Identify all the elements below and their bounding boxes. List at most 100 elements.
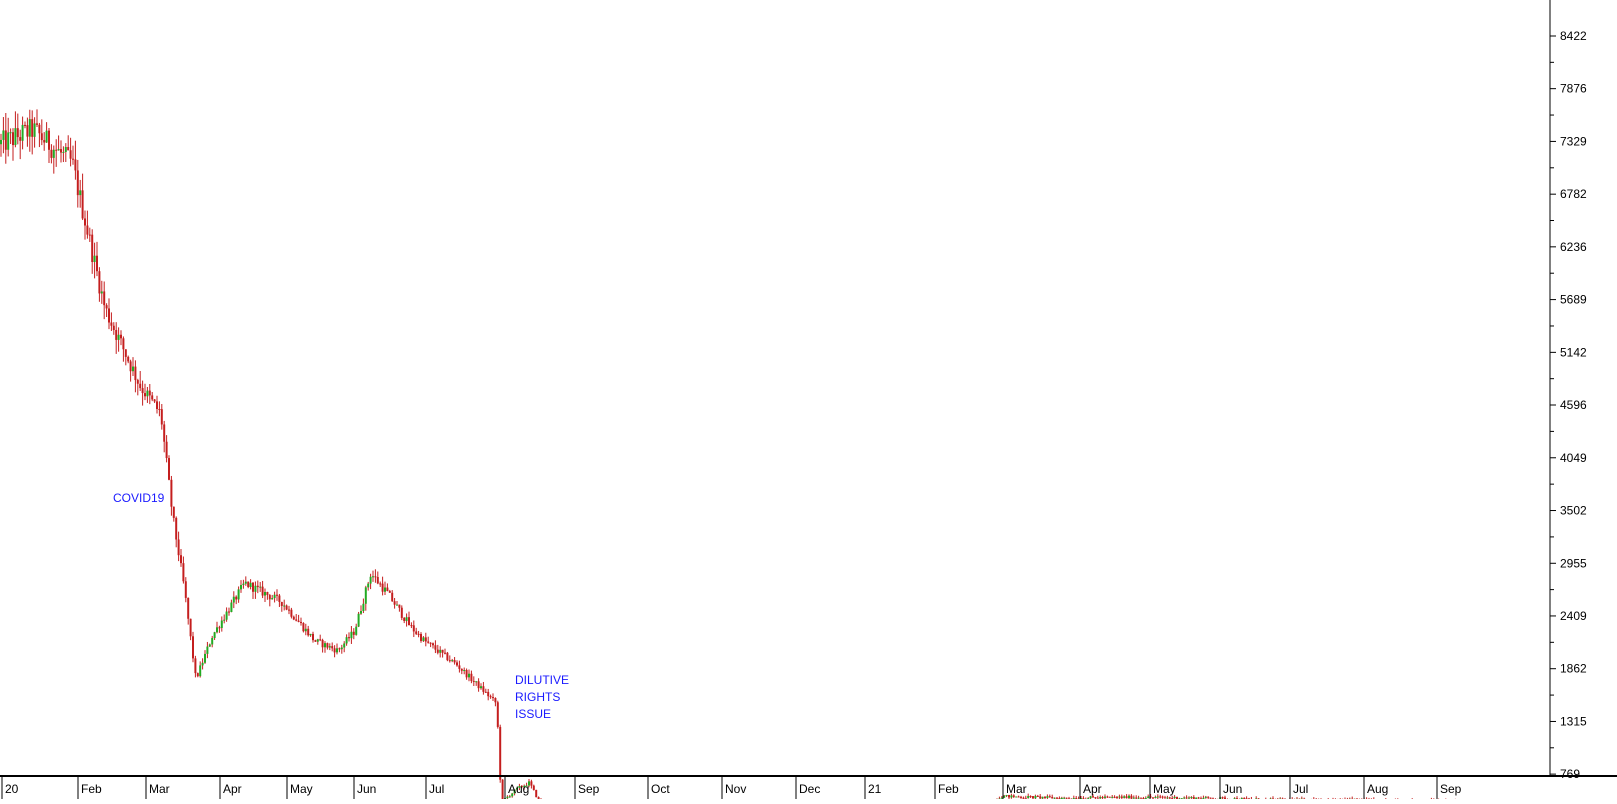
annotation-line: RIGHTS [515, 690, 560, 704]
candle-body [374, 576, 376, 577]
y-tick-label: 2409 [1560, 609, 1587, 623]
candle-body [314, 640, 316, 642]
candle-body [202, 663, 204, 666]
candle-body [262, 587, 264, 596]
candle-body [1102, 797, 1104, 798]
x-tick-label: Sep [1440, 782, 1462, 796]
candle-body [437, 650, 439, 653]
candle-body [360, 611, 362, 614]
candle-body [310, 634, 312, 635]
candle-body [115, 330, 117, 340]
candle-body [1130, 796, 1132, 799]
candle-body [38, 125, 40, 133]
candle-body [271, 598, 273, 599]
candle-body [142, 388, 144, 393]
candle-body [1190, 797, 1192, 798]
candle-body [370, 577, 372, 584]
x-tick-label: Oct [651, 782, 670, 796]
candle-body [48, 131, 50, 150]
y-axis: 7691315186224092955350240494596514256896… [1550, 29, 1587, 781]
candle-body [96, 256, 98, 271]
candle-body [170, 480, 172, 507]
candle-body [206, 647, 208, 654]
candle-body [125, 349, 127, 357]
annotation-line: COVID19 [113, 491, 165, 505]
candle-body [67, 147, 69, 150]
candle-body [365, 587, 367, 603]
x-tick-label: 21 [868, 782, 882, 796]
candle-body [108, 308, 110, 322]
candle-body [353, 632, 355, 635]
candle-body [362, 604, 364, 611]
candle-body [1222, 797, 1224, 798]
candle-body [341, 648, 343, 650]
candles-layer [0, 109, 1476, 799]
candle-body [305, 629, 307, 631]
candle-body [161, 409, 163, 424]
candle-body [1049, 796, 1051, 797]
candle-body [1111, 797, 1113, 798]
x-tick-label: May [290, 782, 313, 796]
candle-body [216, 627, 218, 632]
y-tick-label: 4049 [1560, 451, 1587, 465]
candle-body [502, 780, 504, 799]
candle-body [98, 271, 100, 293]
candle-body [1154, 797, 1156, 798]
candle-body [137, 380, 139, 384]
candle-body [41, 133, 43, 140]
candle-body [194, 658, 196, 673]
candle-body [403, 618, 405, 621]
candle-body [118, 335, 120, 340]
candle-body [324, 643, 326, 647]
candle-body [1205, 797, 1207, 798]
candle-body [415, 631, 417, 633]
candle-body [466, 670, 468, 677]
candle-body [1198, 798, 1200, 799]
candle-body [19, 137, 21, 141]
candle-body [300, 622, 302, 623]
candle-body [530, 781, 532, 785]
candle-body [218, 627, 220, 628]
candle-body [379, 583, 381, 584]
candle-body [1147, 796, 1149, 798]
candle-body [29, 119, 31, 137]
candle-body [17, 128, 19, 137]
candle-body [326, 643, 328, 647]
candle-body [451, 660, 453, 661]
y-tick-label: 5689 [1560, 293, 1587, 307]
candle-body [94, 256, 96, 262]
candle-body [1164, 797, 1166, 798]
candle-body [7, 132, 9, 149]
candle-body [187, 598, 189, 619]
candle-body [1015, 796, 1017, 797]
candle-body [331, 646, 333, 648]
candle-body [1166, 797, 1168, 798]
candle-body [1118, 797, 1120, 798]
candle-body [254, 586, 256, 592]
candle-body [317, 639, 319, 641]
candle-body [36, 123, 38, 124]
candle-body [1157, 797, 1159, 798]
y-tick-label: 7329 [1560, 134, 1587, 148]
candle-body [55, 150, 57, 151]
candle-body [497, 702, 499, 727]
candle-body [1104, 797, 1106, 798]
candle-body [276, 595, 278, 596]
candle-body [377, 577, 379, 583]
candle-body [1128, 796, 1130, 798]
candle-body [1018, 796, 1020, 797]
candle-body [269, 595, 271, 599]
candle-body [1039, 796, 1041, 798]
candle-body [146, 391, 148, 397]
candle-body [348, 637, 350, 638]
candle-body [120, 335, 122, 339]
candle-body [192, 636, 194, 658]
candle-body [1174, 797, 1176, 798]
annotation-line: DILUTIVE [515, 673, 569, 687]
candle-body [130, 361, 132, 371]
candle-body [278, 595, 280, 601]
candle-body [257, 586, 259, 587]
candle-body [372, 576, 374, 577]
candle-body [245, 582, 247, 584]
